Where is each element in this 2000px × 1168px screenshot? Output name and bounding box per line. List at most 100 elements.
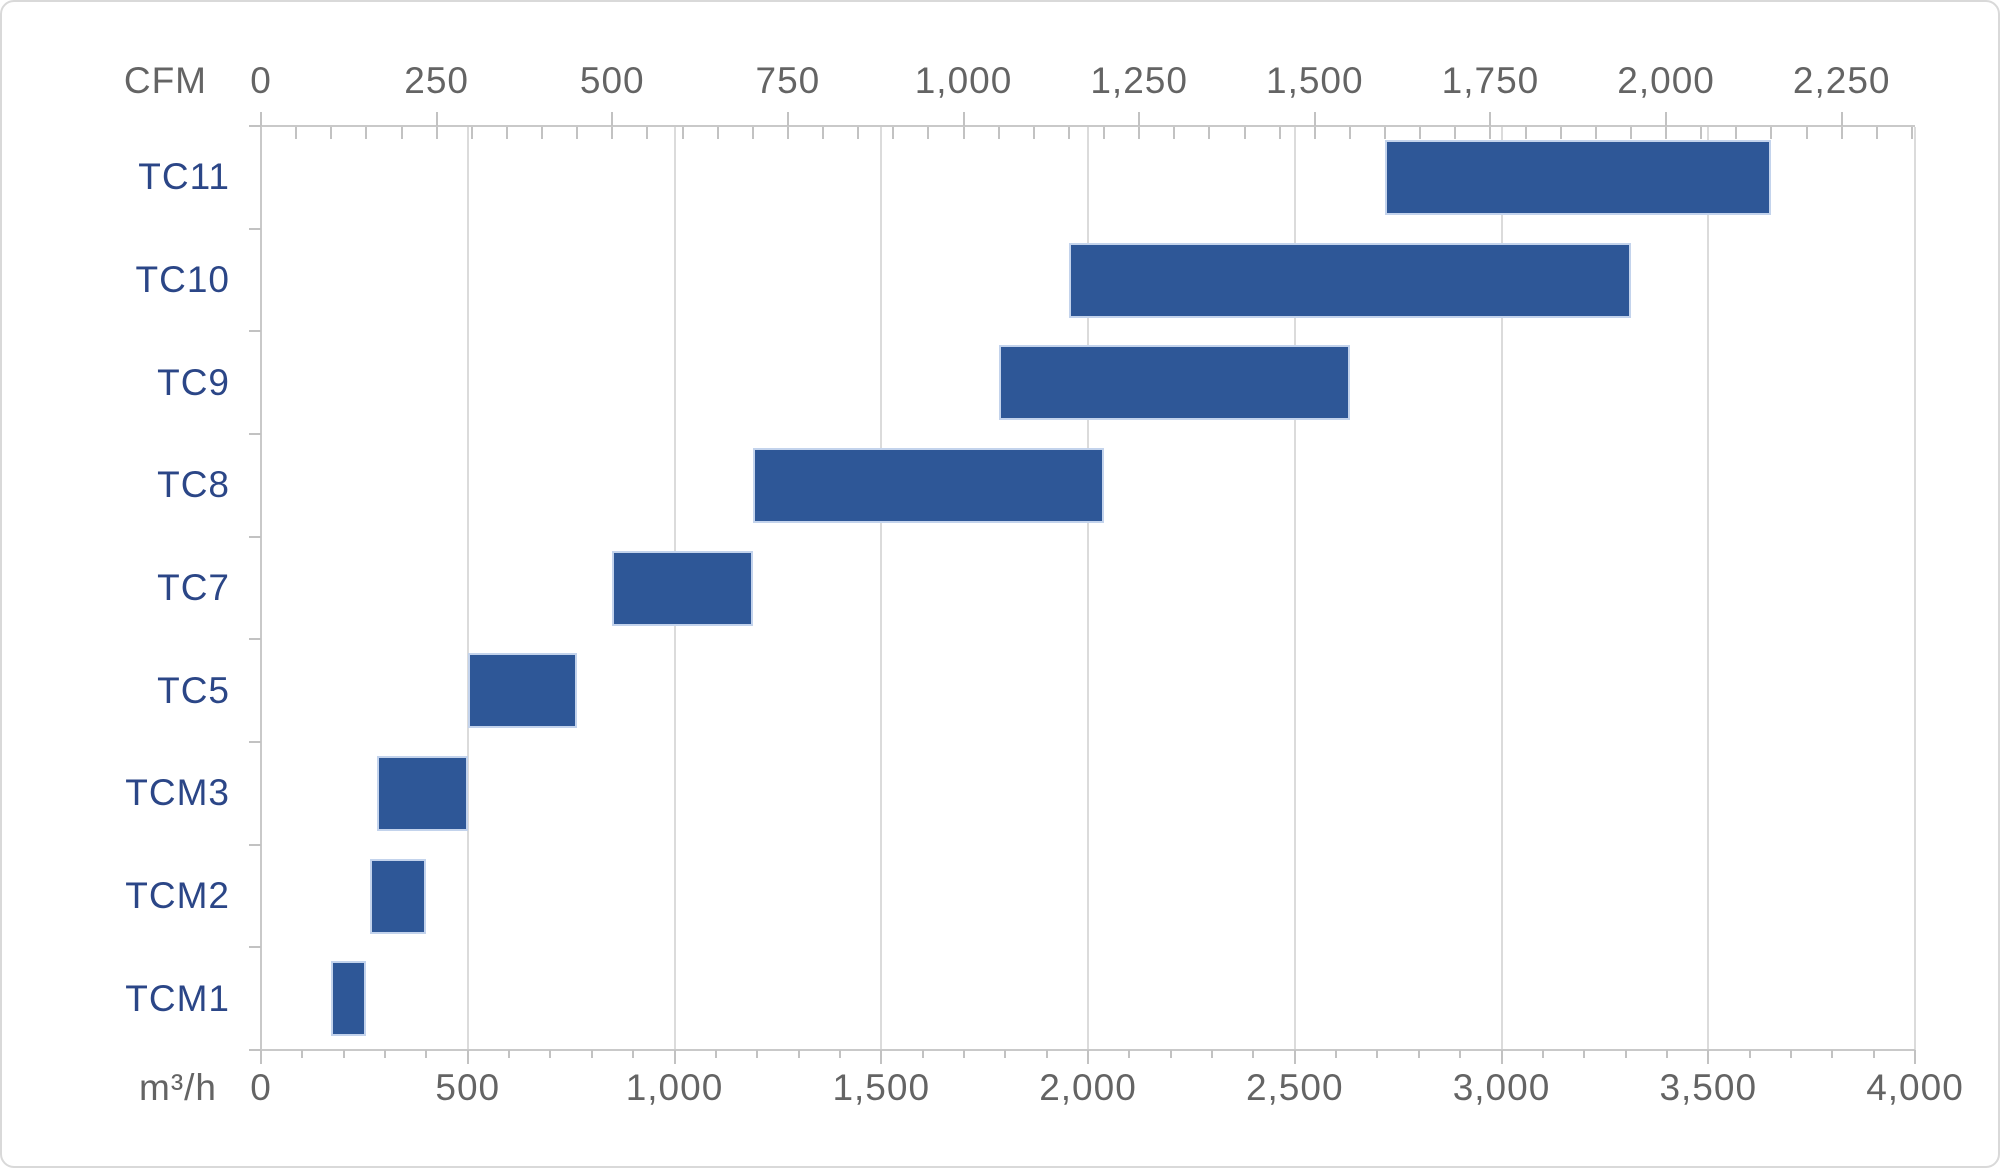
bar-TC8 (752, 447, 1105, 523)
bottom-tick-label-3,000: 3,000 (1452, 1067, 1551, 1108)
top-minor-tick-500 (611, 127, 614, 139)
bottom-minor-tick-1800 (1004, 1050, 1007, 1058)
bottom-minor-tick-2600 (1335, 1050, 1338, 1058)
top-minor-tick-650 (716, 127, 719, 139)
top-tick-label-0: 0 (250, 60, 272, 101)
bottom-tick-label-1,500: 1,500 (832, 1067, 931, 1108)
gridline-2000 (1087, 127, 1089, 1050)
bottom-major-tick-3000 (1500, 1050, 1503, 1064)
category-label-TC7: TC7 (157, 567, 230, 608)
top-minor-tick-2100 (1735, 127, 1738, 139)
bottom-minor-tick-3100 (1541, 1050, 1544, 1058)
top-minor-tick-200 (400, 127, 403, 139)
bottom-minor-tick-2400 (1252, 1050, 1255, 1058)
top-minor-tick-1650 (1419, 127, 1422, 139)
bottom-minor-tick-1700 (962, 1050, 965, 1058)
top-minor-tick-1550 (1348, 127, 1351, 139)
category-label-TC11: TC11 (138, 156, 230, 198)
top-major-tick-1250 (1138, 112, 1141, 126)
bottom-tick-label-4,000: 4,000 (1866, 1067, 1964, 1108)
top-minor-tick-850 (857, 127, 860, 139)
top-minor-tick-450 (576, 127, 579, 139)
top-minor-tick-550 (646, 127, 649, 139)
bottom-major-tick-2000 (1087, 1050, 1089, 1064)
top-minor-tick-2350 (1910, 127, 1913, 139)
top-minor-tick-700 (751, 127, 754, 139)
top-major-tick-1750 (1489, 112, 1492, 126)
top-minor-tick-900 (892, 127, 895, 139)
bottom-axis-unit-label: m³/h (139, 1067, 217, 1108)
bar-TC9 (998, 345, 1350, 421)
top-axis-unit-label: CFM (123, 60, 207, 101)
bar-TCM1 (331, 961, 367, 1037)
top-minor-tick-950 (927, 127, 930, 139)
left-axis-line (260, 126, 262, 1050)
bottom-tick-label-3,500: 3,500 (1659, 1067, 1758, 1108)
top-minor-tick-300 (470, 127, 473, 139)
category-tick-3 (249, 433, 261, 435)
gridline-4000 (1914, 127, 1916, 1050)
bottom-minor-tick-800 (590, 1050, 593, 1058)
bottom-minor-tick-1400 (838, 1050, 841, 1058)
bottom-tick-label-0: 0 (250, 1067, 272, 1108)
top-minor-tick-50 (295, 127, 298, 139)
gridline-1500 (880, 127, 883, 1050)
top-minor-tick-1250 (1138, 127, 1141, 139)
bar-TC5 (468, 653, 578, 729)
top-minor-tick-1150 (1067, 127, 1070, 139)
bar-TC7 (612, 550, 753, 626)
top-major-tick-250 (435, 112, 438, 126)
category-label-TC8: TC8 (157, 464, 230, 506)
bottom-minor-tick-3700 (1789, 1050, 1792, 1058)
top-minor-tick-2000 (1665, 127, 1668, 139)
bottom-minor-tick-400 (425, 1050, 428, 1058)
top-major-tick-1000 (962, 112, 965, 126)
top-minor-tick-150 (365, 127, 368, 139)
top-major-tick-750 (786, 112, 789, 126)
category-tick-2 (249, 330, 261, 333)
top-tick-label-250: 250 (404, 60, 469, 101)
bottom-minor-tick-3200 (1583, 1050, 1586, 1058)
category-tick-0 (249, 125, 261, 127)
bar-TCM2 (369, 858, 427, 934)
category-label-TC10: TC10 (135, 259, 230, 300)
top-tick-label-1,000: 1,000 (914, 60, 1013, 101)
gridline-2500 (1293, 127, 1296, 1050)
category-tick-6 (249, 741, 261, 743)
bottom-minor-tick-3600 (1748, 1050, 1751, 1058)
bottom-tick-label-2,500: 2,500 (1245, 1067, 1344, 1108)
top-minor-tick-1900 (1594, 127, 1597, 139)
bottom-major-tick-500 (466, 1050, 469, 1064)
bottom-tick-label-2,000: 2,000 (1039, 1067, 1137, 1108)
bottom-minor-tick-1200 (756, 1050, 759, 1058)
category-label-TCM1: TCM1 (125, 977, 230, 1019)
bottom-minor-tick-2800 (1417, 1050, 1420, 1058)
bottom-minor-tick-2700 (1376, 1050, 1379, 1058)
gridline-3500 (1707, 127, 1710, 1050)
top-minor-tick-2150 (1770, 127, 1773, 139)
top-minor-tick-800 (822, 127, 825, 139)
category-label-TC9: TC9 (157, 361, 230, 403)
top-tick-label-750: 750 (755, 60, 821, 101)
bottom-major-tick-4000 (1914, 1050, 1916, 1064)
bottom-major-tick-1000 (673, 1050, 676, 1064)
top-major-tick-1500 (1313, 112, 1316, 126)
top-minor-tick-350 (505, 127, 508, 139)
top-minor-tick-2200 (1805, 127, 1808, 139)
category-tick-5 (249, 638, 261, 641)
top-minor-tick-1850 (1559, 127, 1562, 139)
bottom-minor-tick-600 (508, 1050, 511, 1058)
top-minor-tick-100 (330, 127, 333, 139)
bottom-minor-tick-300 (384, 1050, 387, 1058)
bottom-minor-tick-900 (632, 1050, 635, 1058)
top-minor-tick-1300 (1173, 127, 1176, 139)
bottom-minor-tick-1300 (797, 1050, 800, 1058)
category-tick-7 (249, 843, 261, 846)
bottom-minor-tick-2200 (1169, 1050, 1172, 1058)
category-tick-8 (249, 946, 261, 949)
top-minor-tick-2050 (1700, 127, 1703, 139)
category-tick-1 (249, 227, 261, 230)
bottom-major-tick-2500 (1293, 1050, 1296, 1064)
bottom-minor-tick-1900 (1045, 1050, 1048, 1058)
